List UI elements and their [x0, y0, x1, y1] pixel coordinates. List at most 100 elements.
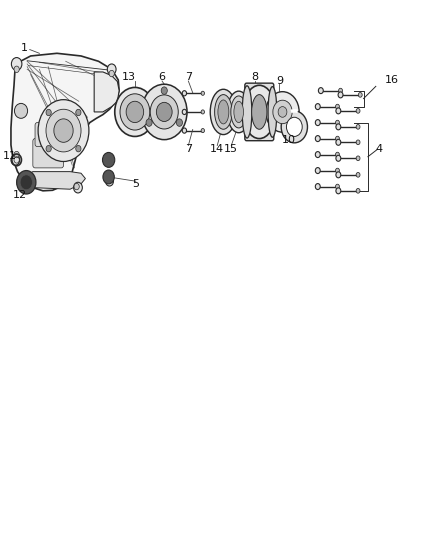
Circle shape	[336, 172, 341, 178]
Circle shape	[315, 151, 320, 158]
Circle shape	[46, 109, 51, 116]
Circle shape	[336, 155, 341, 161]
Circle shape	[315, 167, 320, 174]
Text: 14: 14	[210, 144, 224, 154]
Circle shape	[177, 119, 183, 126]
Circle shape	[336, 168, 339, 173]
Text: 7: 7	[185, 144, 192, 154]
Ellipse shape	[218, 100, 229, 124]
Circle shape	[339, 88, 343, 93]
Circle shape	[150, 95, 178, 129]
Circle shape	[336, 152, 339, 157]
Ellipse shape	[227, 91, 250, 133]
Circle shape	[161, 87, 167, 94]
Circle shape	[318, 87, 323, 94]
Circle shape	[126, 101, 144, 123]
Circle shape	[182, 128, 187, 133]
Circle shape	[336, 139, 341, 146]
Circle shape	[74, 182, 82, 193]
Circle shape	[336, 124, 341, 130]
Circle shape	[201, 110, 205, 114]
Circle shape	[356, 189, 360, 193]
Circle shape	[336, 104, 339, 109]
Circle shape	[141, 84, 187, 140]
Circle shape	[336, 136, 339, 141]
Circle shape	[54, 119, 73, 142]
Circle shape	[281, 111, 307, 143]
Circle shape	[109, 70, 114, 77]
Circle shape	[315, 119, 320, 126]
FancyBboxPatch shape	[33, 139, 64, 168]
Text: 13: 13	[122, 72, 136, 82]
Polygon shape	[94, 72, 119, 112]
Circle shape	[201, 128, 205, 133]
Circle shape	[182, 109, 187, 115]
FancyBboxPatch shape	[35, 123, 64, 147]
Circle shape	[336, 184, 339, 189]
Circle shape	[286, 117, 302, 136]
Text: 11: 11	[3, 151, 17, 161]
FancyBboxPatch shape	[245, 83, 274, 141]
Polygon shape	[22, 172, 85, 189]
Ellipse shape	[215, 95, 232, 130]
Text: 5: 5	[132, 179, 139, 189]
Ellipse shape	[268, 86, 277, 137]
Circle shape	[38, 100, 89, 161]
Circle shape	[336, 108, 341, 114]
Circle shape	[356, 156, 360, 160]
Circle shape	[358, 93, 362, 97]
Circle shape	[338, 92, 343, 98]
Circle shape	[14, 151, 19, 158]
Circle shape	[201, 91, 205, 95]
Circle shape	[315, 135, 320, 142]
Circle shape	[14, 66, 19, 72]
Text: 10: 10	[282, 135, 296, 144]
Text: 9: 9	[276, 76, 283, 86]
Circle shape	[356, 140, 360, 144]
Circle shape	[74, 183, 79, 190]
Text: 15: 15	[224, 144, 238, 154]
Circle shape	[315, 183, 320, 190]
Circle shape	[20, 175, 32, 190]
Ellipse shape	[251, 95, 267, 130]
Circle shape	[120, 94, 150, 130]
Text: 16: 16	[385, 75, 399, 85]
Circle shape	[11, 155, 20, 165]
Circle shape	[46, 109, 81, 152]
Circle shape	[103, 170, 114, 184]
Circle shape	[356, 109, 360, 113]
Polygon shape	[11, 53, 119, 191]
Circle shape	[76, 109, 81, 116]
Circle shape	[315, 103, 320, 110]
Circle shape	[102, 152, 115, 167]
Circle shape	[273, 100, 292, 124]
Circle shape	[46, 146, 51, 152]
Text: 12: 12	[13, 190, 27, 199]
Ellipse shape	[231, 96, 247, 128]
Circle shape	[146, 119, 152, 126]
Circle shape	[17, 171, 36, 194]
Circle shape	[156, 102, 172, 122]
Circle shape	[11, 58, 22, 70]
Text: 1: 1	[21, 43, 28, 53]
Circle shape	[336, 120, 339, 125]
Circle shape	[266, 92, 299, 132]
Circle shape	[356, 173, 360, 177]
Ellipse shape	[242, 86, 252, 138]
Circle shape	[356, 125, 360, 129]
Ellipse shape	[243, 85, 276, 139]
Circle shape	[115, 87, 155, 136]
Circle shape	[182, 91, 187, 96]
Ellipse shape	[14, 103, 28, 118]
Circle shape	[107, 64, 116, 75]
Ellipse shape	[234, 101, 244, 123]
Ellipse shape	[210, 90, 237, 134]
Circle shape	[278, 107, 287, 117]
Text: 6: 6	[159, 72, 166, 82]
Text: 7: 7	[185, 72, 192, 82]
Circle shape	[106, 176, 113, 186]
Circle shape	[336, 188, 341, 194]
Text: 4: 4	[375, 144, 382, 154]
Circle shape	[76, 146, 81, 152]
Text: 8: 8	[251, 72, 258, 82]
